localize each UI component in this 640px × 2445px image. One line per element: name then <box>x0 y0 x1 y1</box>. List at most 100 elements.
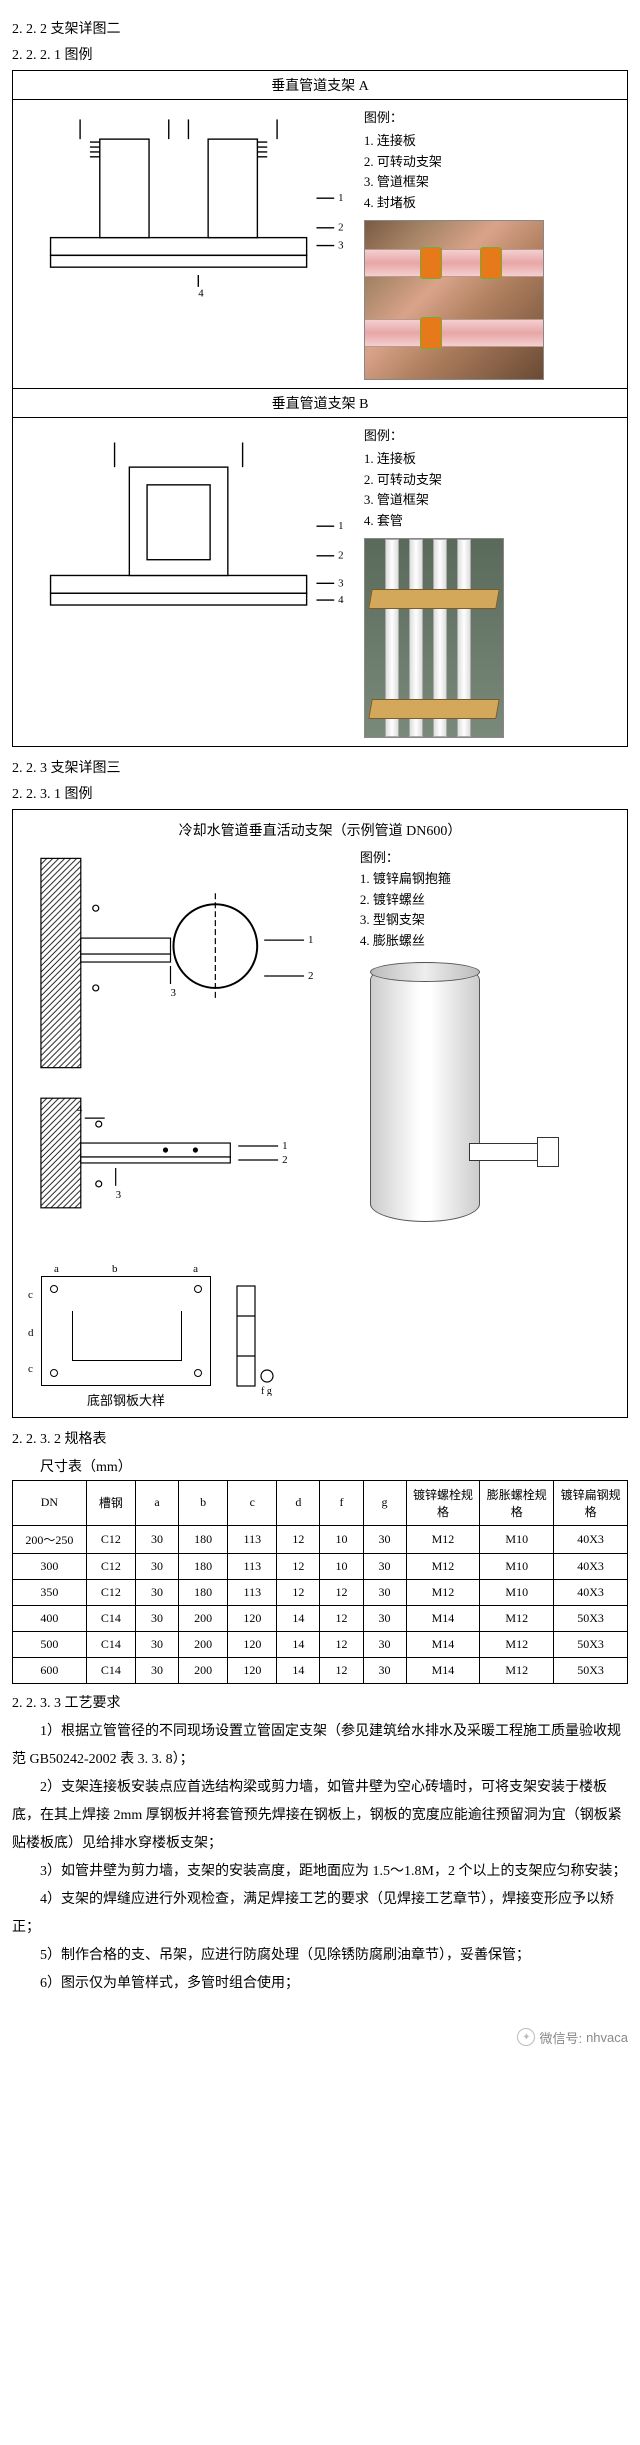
cooling-3d-pipe <box>370 962 480 1222</box>
spec-cell: 200～250 <box>13 1525 87 1553</box>
spec-col-header: 镀锌扁钢规格 <box>554 1480 628 1525</box>
spec-cell: 10 <box>320 1553 363 1579</box>
spec-cell: 113 <box>228 1579 277 1605</box>
heading-2233: 2. 2. 3. 3 工艺要求 <box>12 1692 628 1712</box>
spec-table: DN槽钢abcdfg镀锌螺栓规格膨胀螺栓规格镀锌扁钢规格 200～250C123… <box>12 1480 628 1684</box>
spec-cell: 14 <box>277 1605 320 1631</box>
svg-text:2: 2 <box>308 970 313 982</box>
spec-cell: C14 <box>86 1657 135 1683</box>
spec-cell: 350 <box>13 1579 87 1605</box>
svg-text:4: 4 <box>77 1103 83 1115</box>
table-row: 600C1430200120141230M14M1250X3 <box>13 1657 628 1683</box>
spec-cell: 14 <box>277 1657 320 1683</box>
spec-cell: M12 <box>406 1579 480 1605</box>
spec-cell: 50X3 <box>554 1605 628 1631</box>
spec-cell: C12 <box>86 1579 135 1605</box>
spec-cell: 30 <box>363 1579 406 1605</box>
spec-cell: M10 <box>480 1525 554 1553</box>
spec-cell: 300 <box>13 1553 87 1579</box>
cooling-legend-title: 图例： <box>360 848 619 869</box>
spec-cell: M14 <box>406 1631 480 1657</box>
plate-caption: 底部钢板大样 <box>41 1390 211 1409</box>
spec-col-header: b <box>179 1480 228 1525</box>
process-item: 4）支架的焊缝应进行外观检查，满足焊接工艺的要求（见焊接工艺章节），焊接变形应予… <box>12 1886 628 1942</box>
panel-a-legend: 图例： 1. 连接板 2. 可转动支架 3. 管道框架 4. 封堵板 <box>364 108 619 380</box>
spec-cell: 30 <box>135 1631 178 1657</box>
table-row: 400C1430200120141230M14M1250X3 <box>13 1605 628 1631</box>
spec-cell: 12 <box>320 1579 363 1605</box>
table-row: 350C1230180113121230M12M1040X3 <box>13 1579 628 1605</box>
spec-cell: 113 <box>228 1525 277 1553</box>
cooling-legend-item: 2. 镀锌螺丝 <box>360 890 619 911</box>
heading-222: 2. 2. 2 支架详图二 <box>12 18 628 38</box>
panel-a-legend-item: 3. 管道框架 <box>364 172 619 193</box>
spec-cell: M10 <box>480 1553 554 1579</box>
spec-cell: 12 <box>277 1579 320 1605</box>
panel-b-lbl-2: 2 <box>338 550 343 562</box>
page-footer: ✦ 微信号: nhvaca <box>12 2028 628 2047</box>
svg-text:3: 3 <box>170 987 176 999</box>
spec-cell: 200 <box>179 1657 228 1683</box>
spec-table-title: 尺寸表（mm） <box>12 1456 628 1476</box>
heading-223: 2. 2. 3 支架详图三 <box>12 757 628 777</box>
panel-a-lbl-2: 2 <box>338 222 343 234</box>
plate-side-diagram: f g <box>227 1276 287 1396</box>
cooling-legend-item: 3. 型钢支架 <box>360 910 619 931</box>
panel-b-legend-title: 图例： <box>364 426 619 447</box>
heading-2221: 2. 2. 2. 1 图例 <box>12 44 628 64</box>
spec-cell: 40X3 <box>554 1553 628 1579</box>
spec-cell: M12 <box>406 1525 480 1553</box>
process-item: 6）图示仅为单管样式，多管时组合使用； <box>12 1970 628 1998</box>
spec-cell: 12 <box>320 1605 363 1631</box>
panel-a-legend-title: 图例： <box>364 108 619 129</box>
panel-a-photo <box>364 220 544 380</box>
footer-id: nhvaca <box>586 2030 628 2045</box>
spec-col-header: a <box>135 1480 178 1525</box>
spec-cell: 180 <box>179 1525 228 1553</box>
spec-cell: 30 <box>135 1525 178 1553</box>
wechat-icon: ✦ <box>517 2028 535 2046</box>
spec-cell: 12 <box>277 1525 320 1553</box>
panel-b-legend-item: 1. 连接板 <box>364 449 619 470</box>
spec-cell: M12 <box>480 1657 554 1683</box>
panel-a-lbl-3: 3 <box>338 239 343 251</box>
spec-cell: 30 <box>363 1553 406 1579</box>
spec-cell: 30 <box>363 1525 406 1553</box>
svg-text:f g: f g <box>261 1386 272 1396</box>
svg-text:2: 2 <box>282 1154 287 1166</box>
panel-b-photo <box>364 538 504 738</box>
spec-cell: 120 <box>228 1605 277 1631</box>
cooling-figure: 冷却水管道垂直活动支架（示例管道 DN600） <box>12 809 628 1418</box>
spec-cell: M14 <box>406 1605 480 1631</box>
panel-a-legend-item: 2. 可转动支架 <box>364 152 619 173</box>
spec-cell: 30 <box>135 1579 178 1605</box>
spec-col-header: 槽钢 <box>86 1480 135 1525</box>
panel-a-lbl-4: 4 <box>198 288 204 300</box>
spec-col-header: 镀锌螺栓规格 <box>406 1480 480 1525</box>
process-item: 2）支架连接板安装点应首选结构梁或剪力墙，如管井壁为空心砖墙时，可将支架安装于楼… <box>12 1774 628 1858</box>
spec-cell: 180 <box>179 1579 228 1605</box>
spec-cell: 113 <box>228 1553 277 1579</box>
spec-cell: 14 <box>277 1631 320 1657</box>
spec-cell: C12 <box>86 1553 135 1579</box>
spec-cell: 500 <box>13 1631 87 1657</box>
panel-a-lbl-1: 1 <box>338 192 343 204</box>
panel-b-lbl-4: 4 <box>338 594 344 606</box>
table-row: 300C1230180113121030M12M1040X3 <box>13 1553 628 1579</box>
panel-a-legend-item: 1. 连接板 <box>364 131 619 152</box>
panel-a-title: 垂直管道支架 A <box>13 71 627 100</box>
spec-cell: 400 <box>13 1605 87 1631</box>
svg-text:1: 1 <box>308 934 313 946</box>
spec-col-header: DN <box>13 1480 87 1525</box>
panel-b-legend-item: 3. 管道框架 <box>364 490 619 511</box>
spec-cell: 30 <box>363 1605 406 1631</box>
spec-cell: 40X3 <box>554 1525 628 1553</box>
table-row: 200～250C1230180113121030M12M1040X3 <box>13 1525 628 1553</box>
spec-cell: 30 <box>135 1657 178 1683</box>
panel-b-legend: 图例： 1. 连接板 2. 可转动支架 3. 管道框架 4. 套管 <box>364 426 619 738</box>
process-requirements: 1）根据立管管径的不同现场设置立管固定支架（参见建筑给水排水及采暖工程施工质量验… <box>12 1718 628 1998</box>
process-item: 3）如管井壁为剪力墙，支架的安装高度，距地面应为 1.5～1.8M，2 个以上的… <box>12 1858 628 1886</box>
spec-cell: 600 <box>13 1657 87 1683</box>
spec-cell: 12 <box>277 1553 320 1579</box>
cooling-legend-item: 1. 镀锌扁钢抱箍 <box>360 869 619 890</box>
